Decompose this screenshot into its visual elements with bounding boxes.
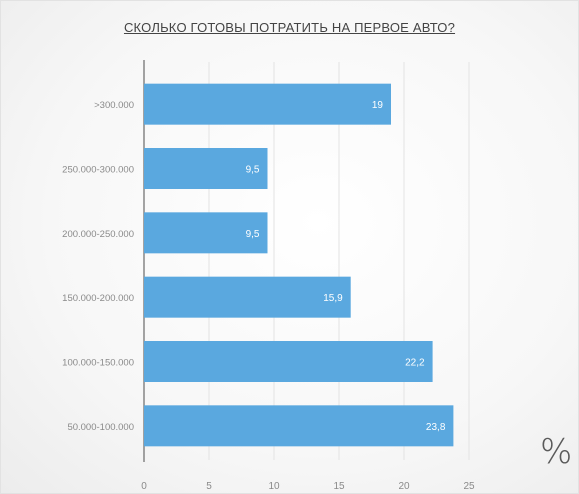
bar: [144, 405, 454, 447]
y-category-label: >300.000: [94, 100, 134, 111]
x-tick-label: 25: [463, 481, 475, 492]
unit-label: %: [540, 432, 573, 472]
bar-value-label: 19: [372, 100, 384, 111]
bar-value-label: 22,2: [405, 358, 425, 369]
x-tick-label: 15: [333, 481, 345, 492]
bar: [144, 341, 433, 382]
y-category-label: 150.000-200.000: [62, 293, 134, 304]
y-category-label: 250.000-300.000: [62, 165, 134, 176]
x-tick-label: 0: [141, 481, 147, 492]
bar: [144, 83, 391, 125]
x-tick-label: 5: [206, 481, 212, 492]
bar-value-label: 15,9: [323, 293, 343, 304]
bar: [144, 148, 268, 189]
y-category-label: 50.000-100.000: [67, 422, 134, 433]
y-category-label: 200.000-250.000: [62, 229, 134, 240]
x-tick-label: 10: [268, 481, 280, 492]
bar: [144, 276, 351, 318]
bar-value-label: 23,8: [426, 422, 446, 433]
bar-value-label: 9,5: [246, 165, 260, 176]
bar-value-label: 9,5: [246, 229, 260, 240]
chart-title: СКОЛЬКО ГОТОВЫ ПОТРАТИТЬ НА ПЕРВОЕ АВТО?: [123, 20, 456, 35]
x-tick-label: 20: [398, 481, 410, 492]
y-category-label: 100.000-150.000: [62, 358, 134, 369]
bar: [144, 212, 268, 254]
